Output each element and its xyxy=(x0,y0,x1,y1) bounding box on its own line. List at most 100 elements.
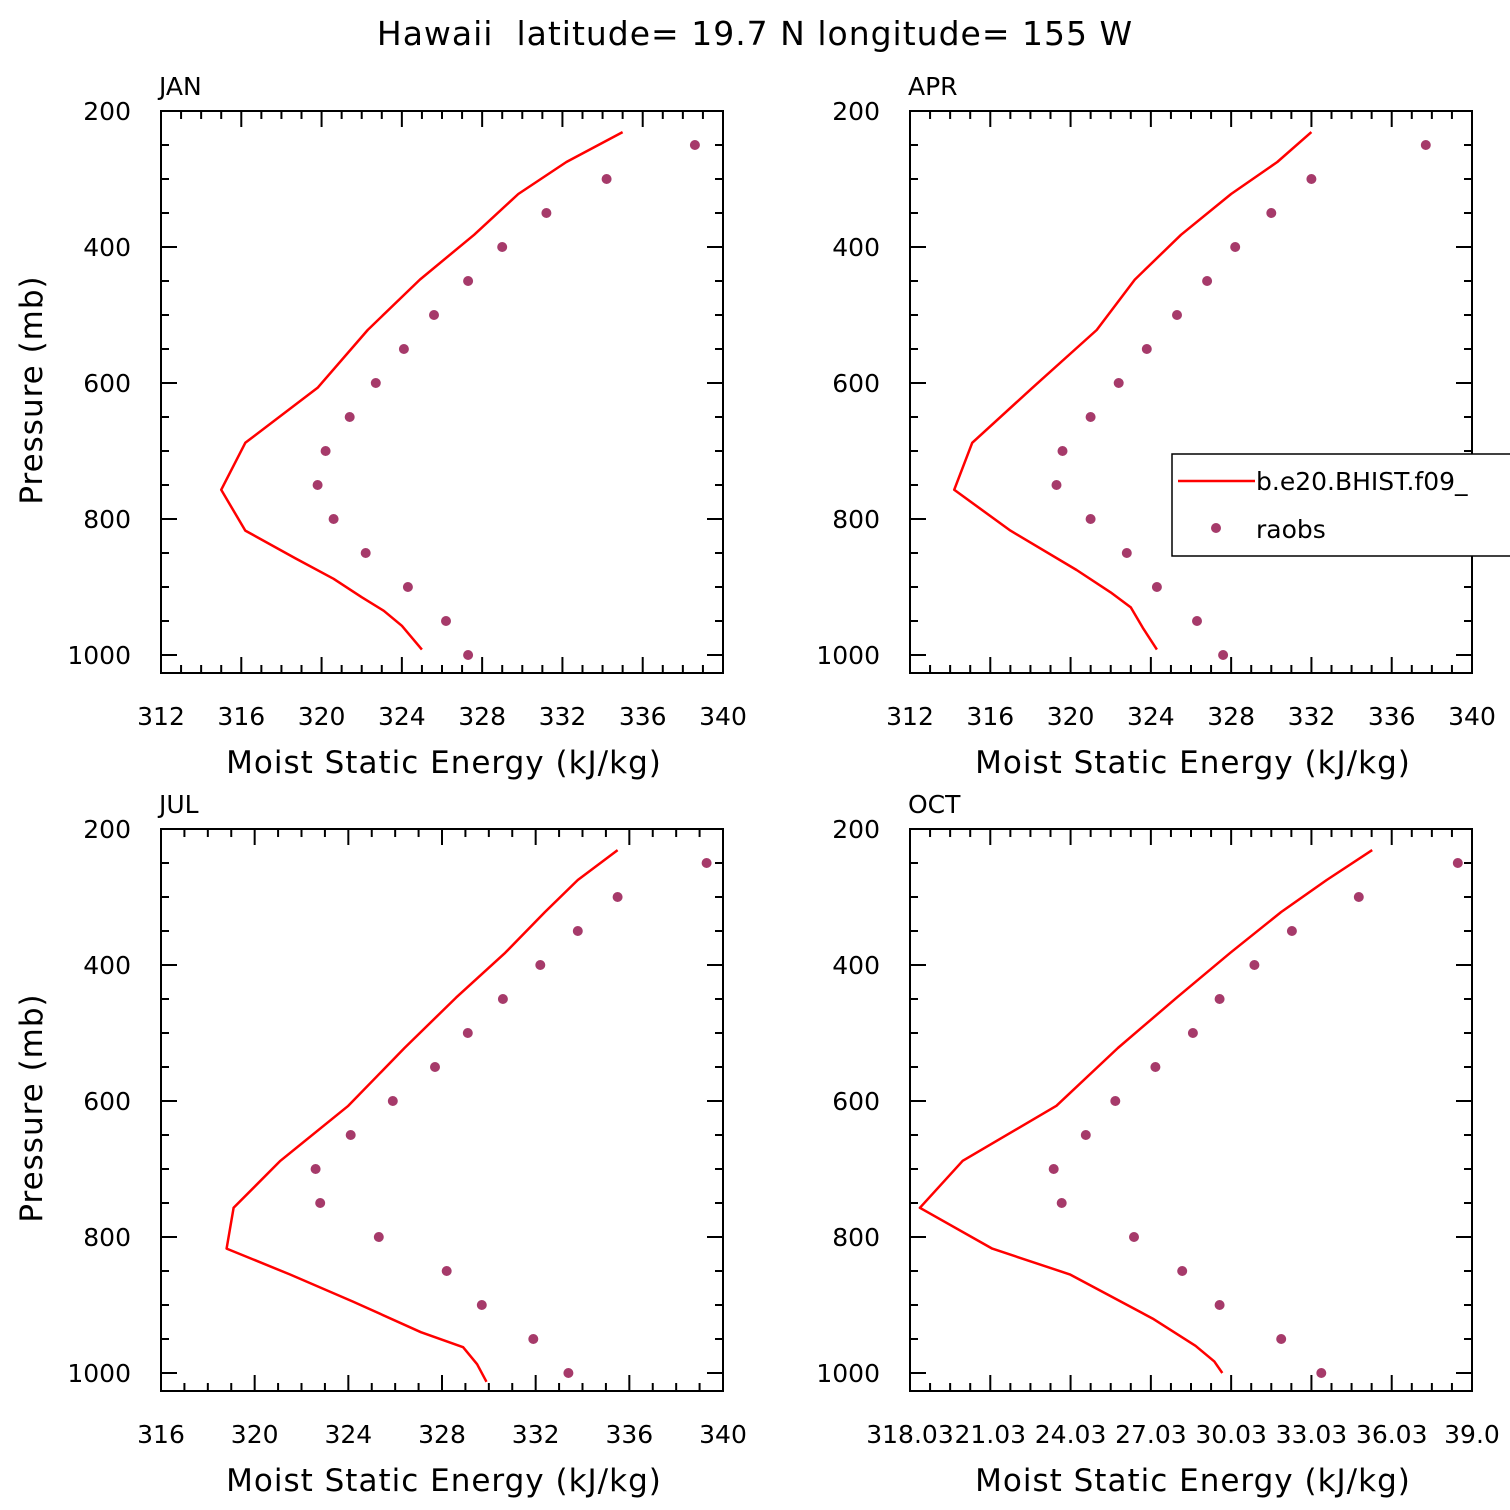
xtick-label-apr: 312 xyxy=(886,702,934,731)
xtick-label-jan: 324 xyxy=(378,702,426,731)
obs-point-apr xyxy=(1172,310,1182,320)
obs-point-apr xyxy=(1057,446,1068,456)
obs-point-jul xyxy=(462,1028,473,1038)
obs-point-apr xyxy=(1266,208,1277,218)
xtick-label-jan: 312 xyxy=(137,702,185,731)
xtick-label-jan: 332 xyxy=(539,702,587,731)
obs-point-jul xyxy=(430,1062,440,1072)
ytick-label-jul: 400 xyxy=(83,951,131,980)
ytick-label-apr: 200 xyxy=(832,97,880,126)
model-line-apr xyxy=(952,131,1313,651)
obs-point-jan xyxy=(320,446,331,456)
plot-frame-jul xyxy=(160,828,724,1392)
plot-frame-jan xyxy=(160,110,724,674)
obs-point-apr xyxy=(1121,548,1132,558)
xtick-label-oct: 30.03 xyxy=(1195,1420,1267,1449)
obs-point-jul xyxy=(387,1096,398,1106)
obs-point-apr xyxy=(1141,344,1152,354)
y-axis-title-jan: Pressure (mb) xyxy=(14,275,50,504)
obs-point-oct xyxy=(1276,1334,1287,1344)
plot-frame-oct xyxy=(909,828,1473,1392)
obs-point-apr xyxy=(1113,378,1124,388)
obs-point-apr xyxy=(1420,140,1431,150)
obs-point-oct xyxy=(1080,1130,1091,1140)
ytick-label-apr: 400 xyxy=(832,233,880,262)
ytick-label-jul: 200 xyxy=(83,815,131,844)
obs-point-apr xyxy=(1151,582,1162,592)
xtick-label-oct: 39.0 xyxy=(1444,1420,1500,1449)
xtick-label-jan: 328 xyxy=(458,702,506,731)
panel-label-oct: OCT xyxy=(908,790,961,819)
xtick-label-oct: 27.03 xyxy=(1115,1420,1187,1449)
ytick-label-jul: 1000 xyxy=(67,1359,131,1388)
obs-point-jan xyxy=(689,140,700,150)
obs-point-jul xyxy=(572,926,583,936)
ytick-label-jan: 400 xyxy=(83,233,131,262)
xtick-label-oct: 33.03 xyxy=(1276,1420,1348,1449)
xtick-label-apr: 320 xyxy=(1047,702,1095,731)
obs-point-jul xyxy=(476,1300,487,1310)
panel-apr: APR 200 400 600 800 1000 312 316 320 324 328 332 336… xyxy=(816,72,1495,781)
y-axis-title-jul: Pressure (mb) xyxy=(14,993,50,1222)
ytick-label-oct: 600 xyxy=(832,1087,880,1116)
panel-oct: OCT 200 400 600 800 1000 318.03 21.03 24.03 27.03… xyxy=(816,790,1499,1499)
obs-point-jan xyxy=(429,310,439,320)
xtick-label-jul: 340 xyxy=(699,1420,747,1449)
xtick-label-jan: 340 xyxy=(699,702,747,731)
obs-point-apr xyxy=(1085,412,1096,422)
xtick-label-apr: 324 xyxy=(1127,702,1175,731)
legend: b.e20.BHIST.f09_ raobs xyxy=(1171,453,1510,557)
obs-point-jan xyxy=(441,616,451,626)
ytick-label-apr: 1000 xyxy=(816,641,880,670)
plot-frame-apr xyxy=(909,110,1473,674)
obs-point-jul xyxy=(497,994,508,1004)
obs-point-oct xyxy=(1249,960,1260,970)
obs-point-jan xyxy=(370,378,381,388)
ytick-label-jan: 1000 xyxy=(67,641,131,670)
xtick-label-oct: 36.03 xyxy=(1356,1420,1428,1449)
ytick-label-apr: 800 xyxy=(832,505,880,534)
obs-point-jan xyxy=(398,344,409,354)
legend-obs-marker xyxy=(1211,523,1221,533)
obs-point-jan xyxy=(312,480,323,490)
ytick-label-oct: 1000 xyxy=(816,1359,880,1388)
obs-point-apr xyxy=(1051,480,1062,490)
x-axis-title-apr: Moist Static Energy (kJ/kg) xyxy=(975,745,1411,781)
model-line-oct xyxy=(918,849,1373,1374)
panel-jan: JAN 200 400 600 800 1000 312 316 320 324 328 332 336… xyxy=(14,72,747,781)
panel-label-jan: JAN xyxy=(157,72,202,101)
xtick-label-jul: 316 xyxy=(137,1420,185,1449)
obs-point-jan xyxy=(541,208,552,218)
obs-point-jan xyxy=(497,242,508,252)
obs-point-oct xyxy=(1150,1062,1161,1072)
obs-point-jul xyxy=(315,1198,326,1208)
model-line-jan xyxy=(219,130,624,651)
ytick-label-oct: 800 xyxy=(832,1223,880,1252)
xtick-label-jul: 328 xyxy=(418,1420,466,1449)
obs-point-oct xyxy=(1353,892,1364,902)
ytick-label-jul: 600 xyxy=(83,1087,131,1116)
obs-point-jul xyxy=(701,858,712,868)
xtick-label-jul: 332 xyxy=(512,1420,560,1449)
obs-point-jan xyxy=(463,276,474,286)
figure-title: Hawaii latitude= 19.7 N longitude= 155 W xyxy=(377,14,1133,53)
model-line-jul xyxy=(225,849,619,1383)
obs-point-jul xyxy=(373,1232,384,1242)
xtick-label-oct: 24.03 xyxy=(1035,1420,1107,1449)
legend-model-label: b.e20.BHIST.f09_ xyxy=(1256,467,1468,496)
x-axis-title-jan: Moist Static Energy (kJ/kg) xyxy=(226,745,662,781)
xtick-label-jan: 316 xyxy=(217,702,265,731)
obs-point-jan xyxy=(402,582,413,592)
obs-point-jul xyxy=(310,1164,321,1174)
xtick-label-jan: 336 xyxy=(619,702,667,731)
obs-point-oct xyxy=(1214,994,1225,1004)
obs-point-apr xyxy=(1202,276,1213,286)
legend-box xyxy=(1171,453,1510,557)
xtick-label-jul: 324 xyxy=(324,1420,372,1449)
ytick-label-jul: 800 xyxy=(83,1223,131,1252)
x-axis-title-oct: Moist Static Energy (kJ/kg) xyxy=(975,1463,1411,1499)
obs-point-jul xyxy=(563,1368,574,1378)
xtick-label-apr: 336 xyxy=(1368,702,1416,731)
obs-point-jul xyxy=(345,1130,356,1140)
